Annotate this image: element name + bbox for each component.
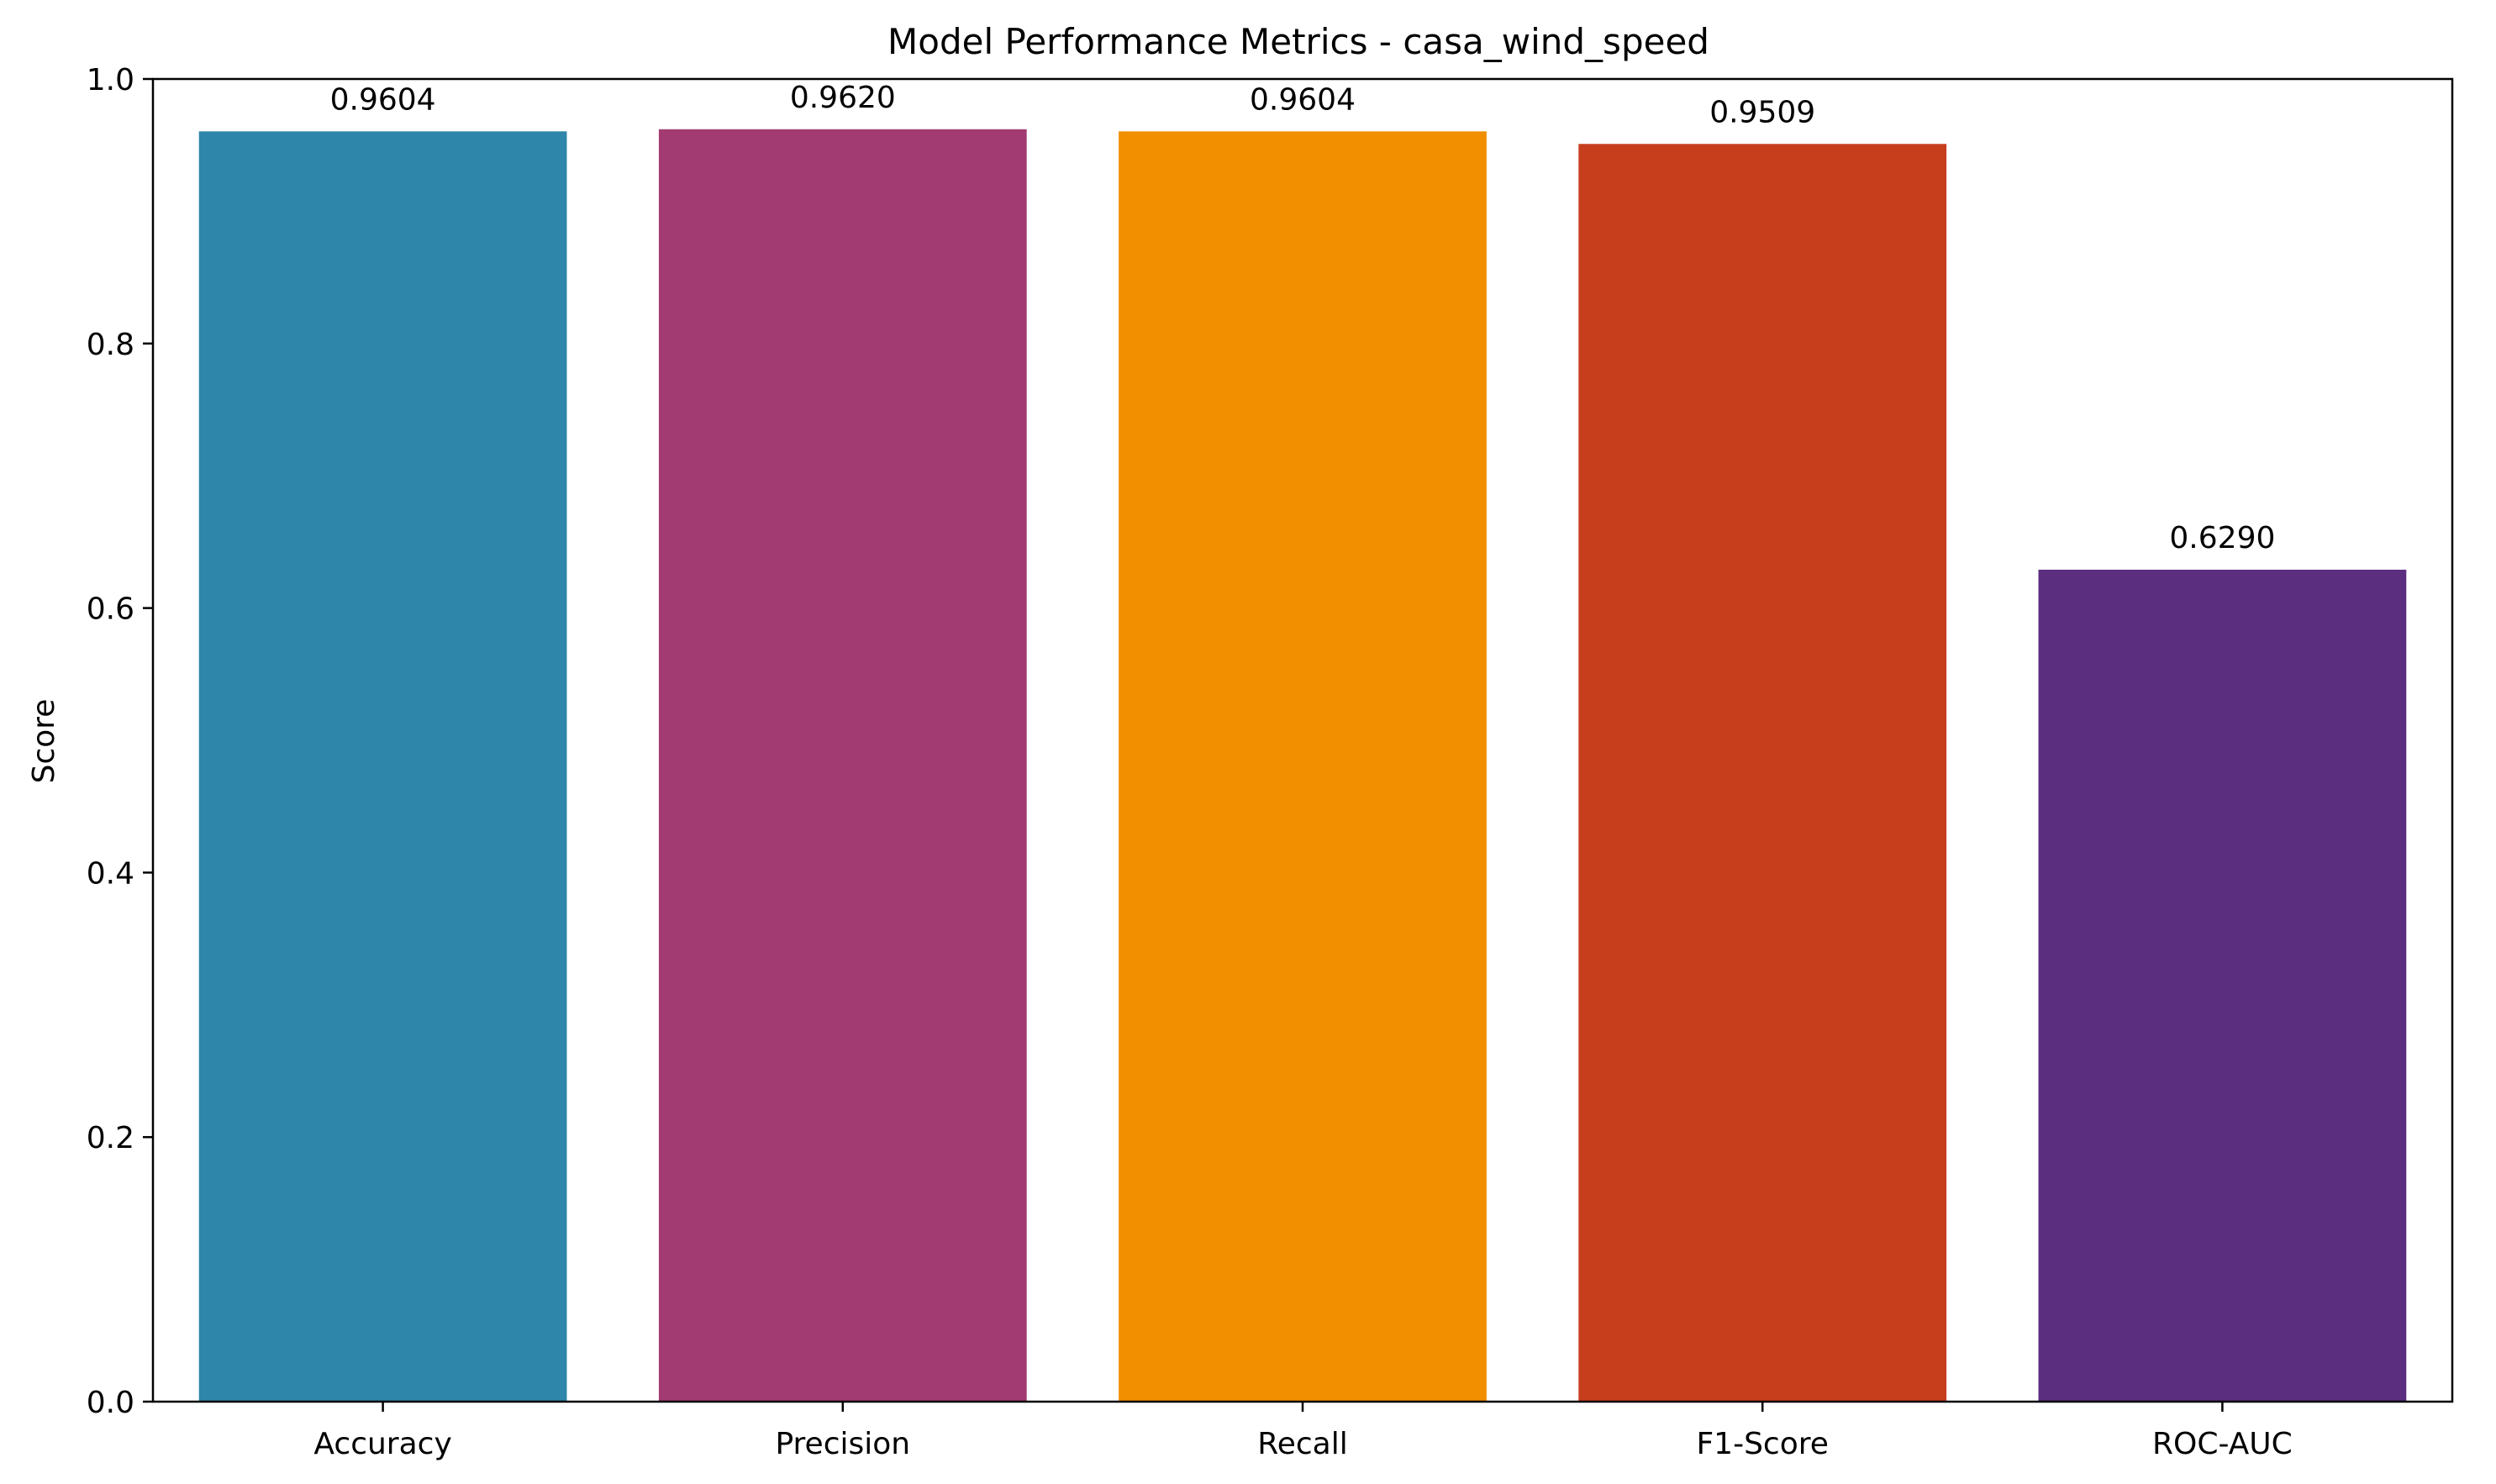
y-tick-label: 0.8 <box>87 328 134 362</box>
y-tick-label: 0.2 <box>87 1121 134 1155</box>
bar-value-label: 0.6290 <box>2169 521 2275 555</box>
bar-precision <box>658 129 1027 1402</box>
plot-area: 0.0 0.2 0.4 0.6 0.8 1.0 Accuracy 0.9604 Precisio… <box>87 63 2454 1461</box>
y-tick-label: 0.0 <box>87 1386 134 1420</box>
bar-recall <box>1119 131 1487 1402</box>
bar-f1-score <box>1578 144 1947 1402</box>
y-tick-label: 0.6 <box>87 592 134 627</box>
chart-title: Model Performance Metrics - casa_wind_sp… <box>887 21 1709 62</box>
y-tick-label: 1.0 <box>87 63 134 97</box>
bar-roc-auc <box>2038 569 2407 1402</box>
x-tick-label: Precision <box>775 1427 910 1461</box>
x-tick-label: Recall <box>1257 1427 1347 1461</box>
bar-accuracy <box>198 131 567 1402</box>
y-tick-label: 0.4 <box>87 856 134 891</box>
bar-value-label: 0.9604 <box>1250 82 1356 117</box>
y-axis-label: Score <box>27 699 61 784</box>
x-tick-label: F1-Score <box>1696 1427 1828 1461</box>
bar-value-label: 0.9620 <box>790 81 896 115</box>
x-tick-label: ROC-AUC <box>2152 1427 2293 1461</box>
x-tick-label: Accuracy <box>313 1427 451 1461</box>
bar-value-label: 0.9509 <box>1709 95 1815 129</box>
bar-value-label: 0.9604 <box>330 82 436 117</box>
